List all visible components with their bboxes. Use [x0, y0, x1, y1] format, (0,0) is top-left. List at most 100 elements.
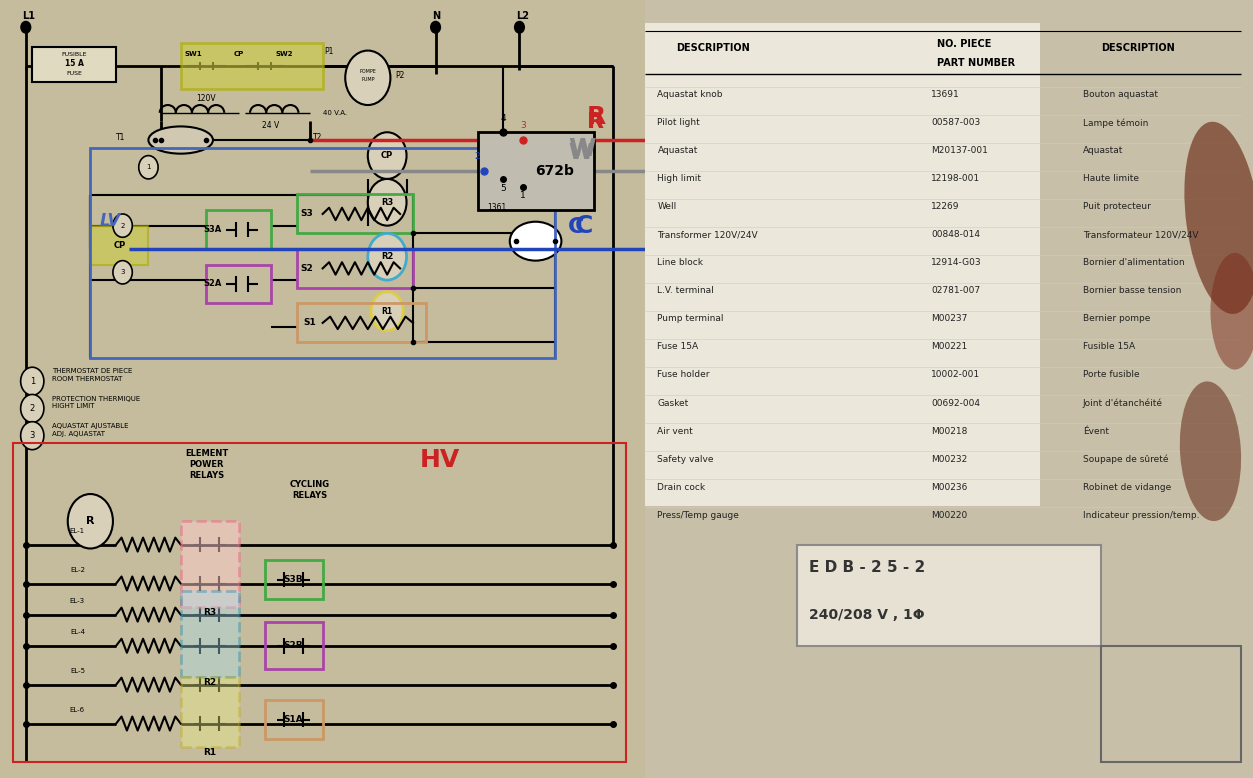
Text: CP: CP	[233, 51, 244, 58]
Circle shape	[68, 494, 113, 548]
Text: Bernier pompe: Bernier pompe	[1083, 314, 1150, 324]
Text: 1: 1	[30, 377, 35, 386]
Text: EL-1: EL-1	[70, 528, 85, 534]
Text: ADJ. AQUASTAT: ADJ. AQUASTAT	[51, 431, 104, 436]
Circle shape	[431, 22, 440, 33]
Text: SW2: SW2	[276, 51, 293, 58]
Bar	[264, 700, 323, 739]
Circle shape	[20, 367, 44, 395]
Text: T2: T2	[313, 133, 322, 142]
Text: E D B - 2 5 - 2: E D B - 2 5 - 2	[809, 560, 926, 575]
Text: AQUASTAT AJUSTABLE: AQUASTAT AJUSTABLE	[51, 423, 128, 429]
Text: M00237: M00237	[931, 314, 967, 324]
Text: Évent: Évent	[1083, 426, 1109, 436]
Ellipse shape	[510, 222, 561, 261]
Text: R3: R3	[381, 198, 393, 207]
Text: 13691: 13691	[931, 90, 960, 100]
Text: C: C	[568, 217, 584, 237]
Bar	[207, 265, 271, 303]
Circle shape	[113, 261, 133, 284]
Text: S3B: S3B	[283, 575, 303, 584]
Bar	[1101, 646, 1240, 762]
Text: R2: R2	[381, 252, 393, 261]
Circle shape	[368, 233, 406, 280]
Text: CYCLING
RELAYS: CYCLING RELAYS	[289, 480, 330, 500]
Text: Bornier d'alimentation: Bornier d'alimentation	[1083, 258, 1184, 268]
Text: PUMP: PUMP	[361, 77, 375, 82]
Circle shape	[515, 22, 524, 33]
Text: S2A: S2A	[204, 279, 222, 289]
Bar	[207, 210, 271, 249]
Text: DESCRIPTION: DESCRIPTION	[1101, 43, 1175, 53]
Text: Air vent: Air vent	[658, 426, 693, 436]
Text: Porte fusible: Porte fusible	[1083, 370, 1139, 380]
Text: Well: Well	[658, 202, 677, 212]
Text: ELEMENT
POWER
RELAYS: ELEMENT POWER RELAYS	[185, 449, 228, 481]
Text: POMPE: POMPE	[360, 69, 376, 74]
Text: 24 V: 24 V	[262, 121, 279, 131]
Text: EL-4: EL-4	[70, 629, 85, 635]
Bar	[90, 226, 148, 265]
Text: NO. PIECE: NO. PIECE	[937, 39, 991, 49]
Text: Transformateur 120V/24V: Transformateur 120V/24V	[1083, 230, 1198, 240]
Text: S3: S3	[301, 209, 313, 219]
Text: C: C	[574, 215, 593, 238]
Text: High limit: High limit	[658, 174, 702, 184]
Text: 2: 2	[30, 404, 35, 413]
Text: 1: 1	[520, 191, 525, 201]
Text: M00218: M00218	[931, 426, 967, 436]
Text: 3: 3	[120, 269, 125, 275]
Text: R2: R2	[203, 678, 217, 687]
Text: Gasket: Gasket	[658, 398, 689, 408]
Circle shape	[20, 394, 44, 422]
Text: 12198-001: 12198-001	[931, 174, 980, 184]
Text: 12269: 12269	[931, 202, 960, 212]
Circle shape	[21, 22, 30, 33]
Text: HIGHT LIMIT: HIGHT LIMIT	[51, 404, 94, 409]
Circle shape	[371, 292, 403, 331]
Bar	[90, 148, 555, 358]
Bar	[180, 677, 239, 747]
Text: S2B: S2B	[283, 641, 303, 650]
Circle shape	[346, 51, 391, 105]
Text: 4: 4	[500, 114, 506, 123]
Text: Transformer 120V/24V: Transformer 120V/24V	[658, 230, 758, 240]
Ellipse shape	[1184, 121, 1253, 314]
Text: Fuse holder: Fuse holder	[658, 370, 710, 380]
Text: W: W	[568, 137, 595, 160]
Text: FUSIBLE: FUSIBLE	[61, 52, 86, 57]
Text: Soupape de sûreté: Soupape de sûreté	[1083, 454, 1168, 464]
Text: P2: P2	[396, 71, 405, 80]
Text: R: R	[588, 112, 604, 132]
Text: CP: CP	[381, 151, 393, 160]
Text: EL-5: EL-5	[70, 668, 85, 674]
Text: PROTECTION THERMIQUE: PROTECTION THERMIQUE	[51, 396, 140, 401]
Text: 00848-014: 00848-014	[931, 230, 980, 240]
Text: 1361: 1361	[487, 203, 506, 212]
Text: Line block: Line block	[658, 258, 703, 268]
Text: W: W	[568, 143, 593, 163]
Text: Bornier basse tension: Bornier basse tension	[1083, 286, 1182, 296]
Text: Bouton aquastat: Bouton aquastat	[1083, 90, 1158, 100]
Text: Pump terminal: Pump terminal	[658, 314, 724, 324]
Text: Robinet de vidange: Robinet de vidange	[1083, 482, 1172, 492]
Text: Aquastat: Aquastat	[1083, 146, 1123, 156]
Text: S1A: S1A	[283, 715, 303, 724]
Bar	[180, 591, 239, 677]
Text: M00232: M00232	[931, 454, 967, 464]
Text: R1: R1	[203, 748, 217, 757]
Text: ROOM THERMOSTAT: ROOM THERMOSTAT	[51, 377, 122, 382]
Text: Puit protecteur: Puit protecteur	[1083, 202, 1150, 212]
Text: EL-3: EL-3	[70, 598, 85, 604]
Text: Indicateur pression/temp.: Indicateur pression/temp.	[1083, 510, 1199, 520]
Text: Drain cock: Drain cock	[658, 482, 705, 492]
Text: 12914-G03: 12914-G03	[931, 258, 981, 268]
Text: S2: S2	[301, 264, 313, 273]
Bar	[13, 443, 626, 762]
Text: R: R	[588, 106, 606, 129]
Text: 02781-007: 02781-007	[931, 286, 980, 296]
Text: Aquastat: Aquastat	[658, 146, 698, 156]
Text: EL-6: EL-6	[70, 707, 85, 713]
Text: Safety valve: Safety valve	[658, 454, 714, 464]
Circle shape	[368, 179, 406, 226]
